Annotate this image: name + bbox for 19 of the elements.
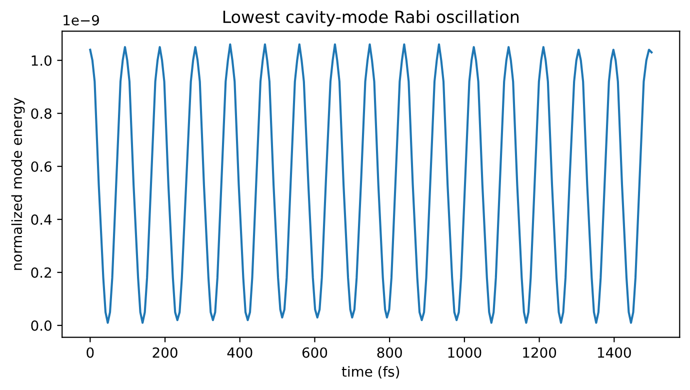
x-axis-title: time (fs) (342, 366, 400, 378)
x-tick-label: 0 (86, 347, 94, 358)
x-tick-label: 1000 (448, 347, 482, 358)
x-tick-label: 600 (302, 347, 328, 358)
x-tick-label: 1200 (523, 347, 556, 358)
y-tick-label: 1.0 (32, 55, 52, 66)
x-tick-label: 800 (377, 347, 402, 358)
y-tick-label: 0.0 (31, 320, 52, 331)
y-tick-label: 0.2 (31, 267, 51, 278)
x-tick-label: 400 (227, 347, 252, 358)
text: 1e−9 (64, 14, 99, 26)
x-tick-label: 1400 (598, 347, 631, 358)
y-tick-label: 0.6 (31, 161, 52, 172)
x-tick-label: 200 (152, 347, 178, 358)
chart-title: Lowest cavity-mode Rabi oscillation (223, 10, 519, 26)
line-series (89, 43, 653, 324)
y-tick-label: 0.4 (31, 214, 52, 225)
y-tick-label: 0.8 (31, 108, 52, 119)
y-axis-title: normalized mode energy (11, 98, 25, 270)
